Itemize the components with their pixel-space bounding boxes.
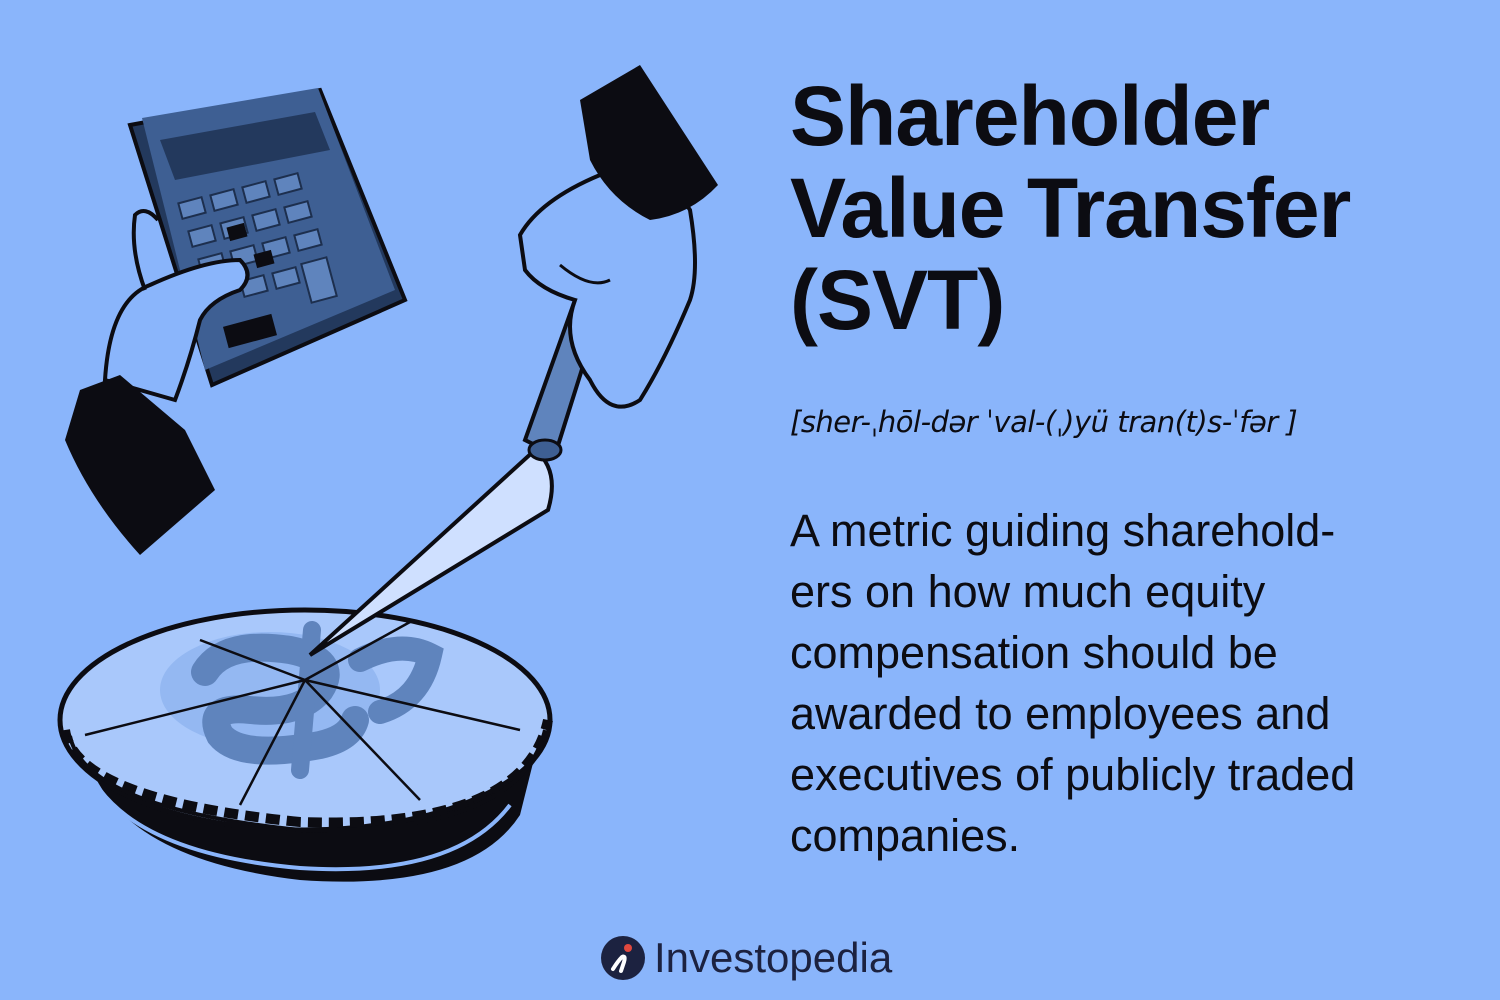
hand-icon xyxy=(517,65,718,409)
definition-line: A metric guiding sharehold- xyxy=(790,505,1336,556)
illustration xyxy=(57,65,718,882)
title-line: (SVT) xyxy=(790,253,1005,347)
cake-server-icon xyxy=(308,297,603,657)
brand-logo: Investopedia xyxy=(600,928,892,988)
definition-line: compensation should be xyxy=(790,627,1278,678)
definition-line: awarded to employees and xyxy=(790,688,1331,739)
title-line: Value Transfer xyxy=(790,161,1351,255)
pronunciation: [sher-ˌhōl-dər ˈval-(ˌ)yü tran(t)s-ˈfər … xyxy=(790,405,1298,439)
definition: A metric guiding sharehold- ers on how m… xyxy=(790,500,1470,866)
definition-line: companies. xyxy=(790,810,1021,861)
brand-name: Investopedia xyxy=(654,934,893,981)
definition-line: executives of publicly traded xyxy=(790,749,1356,800)
investopedia-logo-icon xyxy=(601,936,645,980)
hand-icon xyxy=(65,209,250,555)
page-title: Shareholder Value Transfer (SVT) xyxy=(790,70,1470,346)
pie-icon xyxy=(57,607,553,882)
title-line: Shareholder xyxy=(790,69,1270,163)
definition-line: ers on how much equity xyxy=(790,566,1266,617)
